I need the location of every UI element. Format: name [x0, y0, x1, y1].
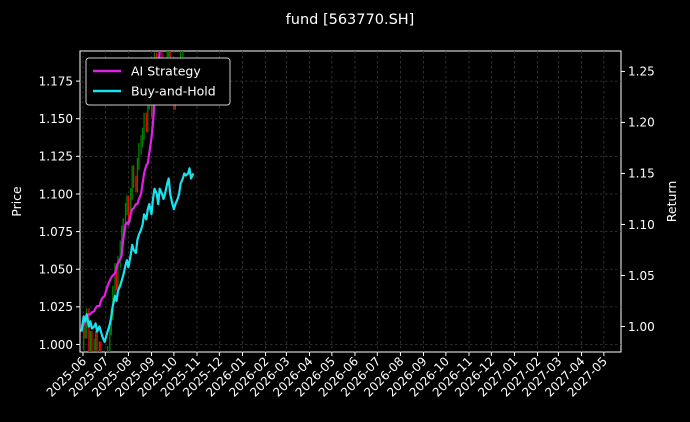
- y-left-axis-label: Price: [9, 186, 24, 217]
- y-right-tick-label-1: 1.05: [628, 269, 655, 283]
- series-line-ai-strategy: [80, 51, 161, 328]
- y-left-tick-label-0: 1.000: [39, 338, 73, 352]
- series-lines: [80, 51, 195, 343]
- y-left-tick-label-5: 1.125: [39, 150, 73, 164]
- legend-box: [85, 57, 231, 106]
- y-right-tick-label-5: 1.25: [628, 65, 655, 79]
- y-left-axis: 1.000 1.025 1.050 1.075 1.100 1.125 1.150 1.175: [39, 74, 80, 352]
- y-right-axis: 1.00 1.05 1.10 1.15 1.20 1.25: [621, 65, 655, 334]
- legend-label-buy-and-hold: Buy-and-Hold: [131, 84, 216, 99]
- legend: AI Strategy Buy-and-Hold: [85, 57, 231, 106]
- legend-label-ai-strategy: AI Strategy: [131, 64, 201, 79]
- y-left-tick-label-7: 1.175: [39, 74, 73, 88]
- y-left-tick-label-1: 1.025: [39, 300, 73, 314]
- y-right-tick-label-2: 1.10: [628, 218, 655, 232]
- y-left-tick-label-4: 1.100: [39, 187, 73, 201]
- y-right-tick-label-0: 1.00: [628, 320, 655, 334]
- y-right-axis-label: Return: [664, 181, 679, 222]
- y-right-tick-label-3: 1.15: [628, 167, 655, 181]
- y-right-tick-label-4: 1.20: [628, 116, 655, 130]
- y-left-tick-label-6: 1.150: [39, 112, 73, 126]
- chart-title: fund [563770.SH]: [286, 12, 415, 28]
- series-line-buy-and-hold: [80, 167, 195, 343]
- y-left-tick-label-2: 1.050: [39, 263, 73, 277]
- y-left-tick-label-3: 1.075: [39, 225, 73, 239]
